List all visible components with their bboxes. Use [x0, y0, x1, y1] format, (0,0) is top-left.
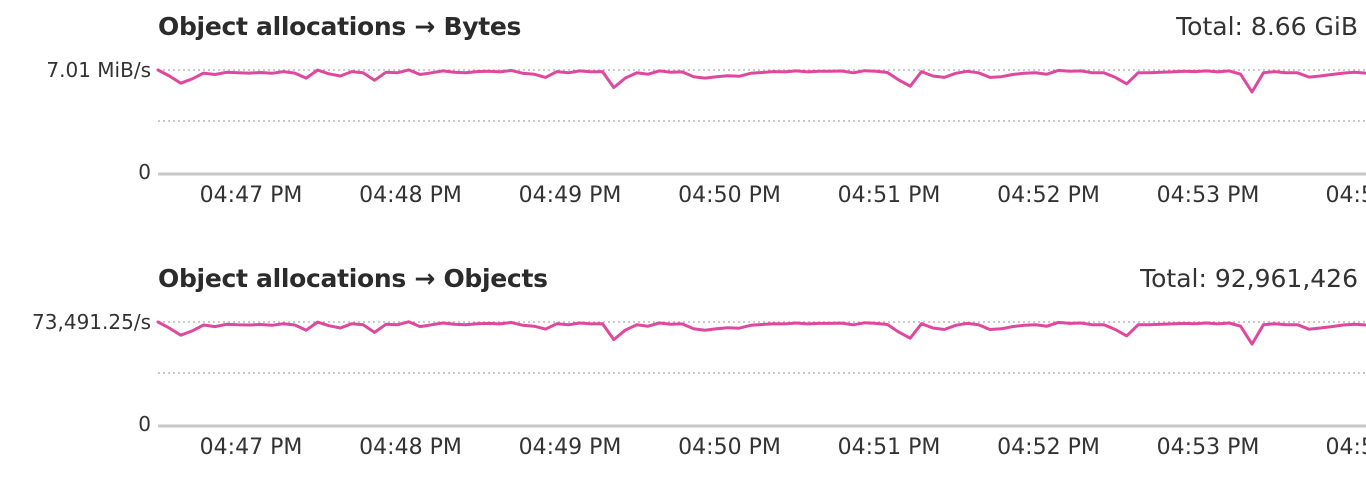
x-tick-label: 04:5	[1326, 435, 1366, 460]
x-tick-label: 04:53 PM	[1157, 183, 1260, 208]
y-tick-label: 0	[138, 160, 151, 184]
x-tick-label: 04:51 PM	[838, 183, 941, 208]
series-line	[158, 70, 1366, 92]
x-tick-label: 04:52 PM	[997, 435, 1100, 460]
x-tick-label: 04:53 PM	[1157, 435, 1260, 460]
line-chart: 73,491.25/s 0 04:47 PM 04:48 PM 04:49 PM 04:5…	[0, 252, 1366, 478]
series-line	[158, 322, 1366, 344]
x-tick-label: 04:52 PM	[997, 183, 1100, 208]
chart-panel-objects: Object allocations → Objects Total: 92,9…	[0, 252, 1366, 478]
x-tick-label: 04:47 PM	[200, 183, 303, 208]
y-tick-label: 0	[138, 412, 151, 436]
y-tick-label: 7.01 MiB/s	[46, 58, 151, 82]
chart-panel-bytes: Object allocations → Bytes Total: 8.66 G…	[0, 0, 1366, 226]
x-tick-label: 04:5	[1326, 183, 1366, 208]
x-tick-label: 04:50 PM	[678, 435, 781, 460]
x-tick-label: 04:50 PM	[678, 183, 781, 208]
x-tick-label: 04:48 PM	[359, 183, 462, 208]
x-tick-label: 04:51 PM	[838, 435, 941, 460]
x-tick-label: 04:49 PM	[519, 183, 622, 208]
y-tick-label: 73,491.25/s	[32, 310, 151, 334]
x-tick-label: 04:48 PM	[359, 435, 462, 460]
x-tick-label: 04:49 PM	[519, 435, 622, 460]
x-tick-label: 04:47 PM	[200, 435, 303, 460]
